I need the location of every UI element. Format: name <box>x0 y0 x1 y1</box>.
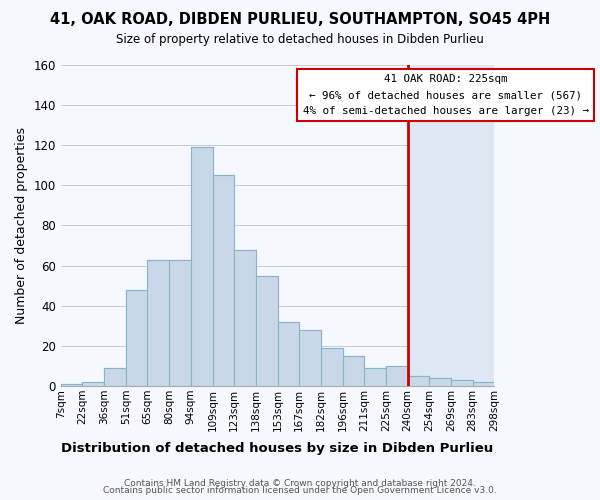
Bar <box>321 348 343 386</box>
Bar <box>451 380 473 386</box>
Bar <box>169 260 191 386</box>
Bar <box>407 376 429 386</box>
Bar <box>104 368 126 386</box>
Text: Contains HM Land Registry data © Crown copyright and database right 2024.: Contains HM Land Registry data © Crown c… <box>124 478 476 488</box>
Bar <box>364 368 386 386</box>
Bar <box>104 368 126 386</box>
Y-axis label: Number of detached properties: Number of detached properties <box>15 127 28 324</box>
Text: Size of property relative to detached houses in Dibden Purlieu: Size of property relative to detached ho… <box>116 32 484 46</box>
Bar <box>256 276 278 386</box>
Text: 41 OAK ROAD: 225sqm
← 96% of detached houses are smaller (567)
4% of semi-detach: 41 OAK ROAD: 225sqm ← 96% of detached ho… <box>302 74 589 116</box>
Bar <box>299 330 321 386</box>
Bar <box>278 322 299 386</box>
Bar <box>82 382 104 386</box>
Bar <box>61 384 82 386</box>
Bar <box>364 368 386 386</box>
Bar <box>256 276 278 386</box>
Bar <box>191 148 212 386</box>
Bar <box>126 290 148 386</box>
Bar <box>234 250 256 386</box>
Bar <box>212 176 234 386</box>
Bar <box>82 382 104 386</box>
Bar <box>61 384 82 386</box>
Bar <box>321 348 343 386</box>
Bar <box>473 382 494 386</box>
Bar <box>148 260 169 386</box>
Bar <box>343 356 364 386</box>
Bar <box>343 356 364 386</box>
Bar <box>451 380 473 386</box>
Bar <box>386 366 407 386</box>
Bar <box>234 250 256 386</box>
Bar <box>407 65 494 386</box>
Bar <box>126 290 148 386</box>
Text: Contains public sector information licensed under the Open Government Licence v3: Contains public sector information licen… <box>103 486 497 495</box>
Text: 41, OAK ROAD, DIBDEN PURLIEU, SOUTHAMPTON, SO45 4PH: 41, OAK ROAD, DIBDEN PURLIEU, SOUTHAMPTO… <box>50 12 550 28</box>
Bar <box>212 176 234 386</box>
Bar <box>191 148 212 386</box>
Bar <box>429 378 451 386</box>
Bar <box>429 378 451 386</box>
Bar <box>473 382 494 386</box>
Bar <box>386 366 407 386</box>
Bar <box>278 322 299 386</box>
Bar <box>148 260 169 386</box>
X-axis label: Distribution of detached houses by size in Dibden Purlieu: Distribution of detached houses by size … <box>61 442 494 455</box>
Bar <box>407 376 429 386</box>
Bar <box>169 260 191 386</box>
Bar <box>299 330 321 386</box>
